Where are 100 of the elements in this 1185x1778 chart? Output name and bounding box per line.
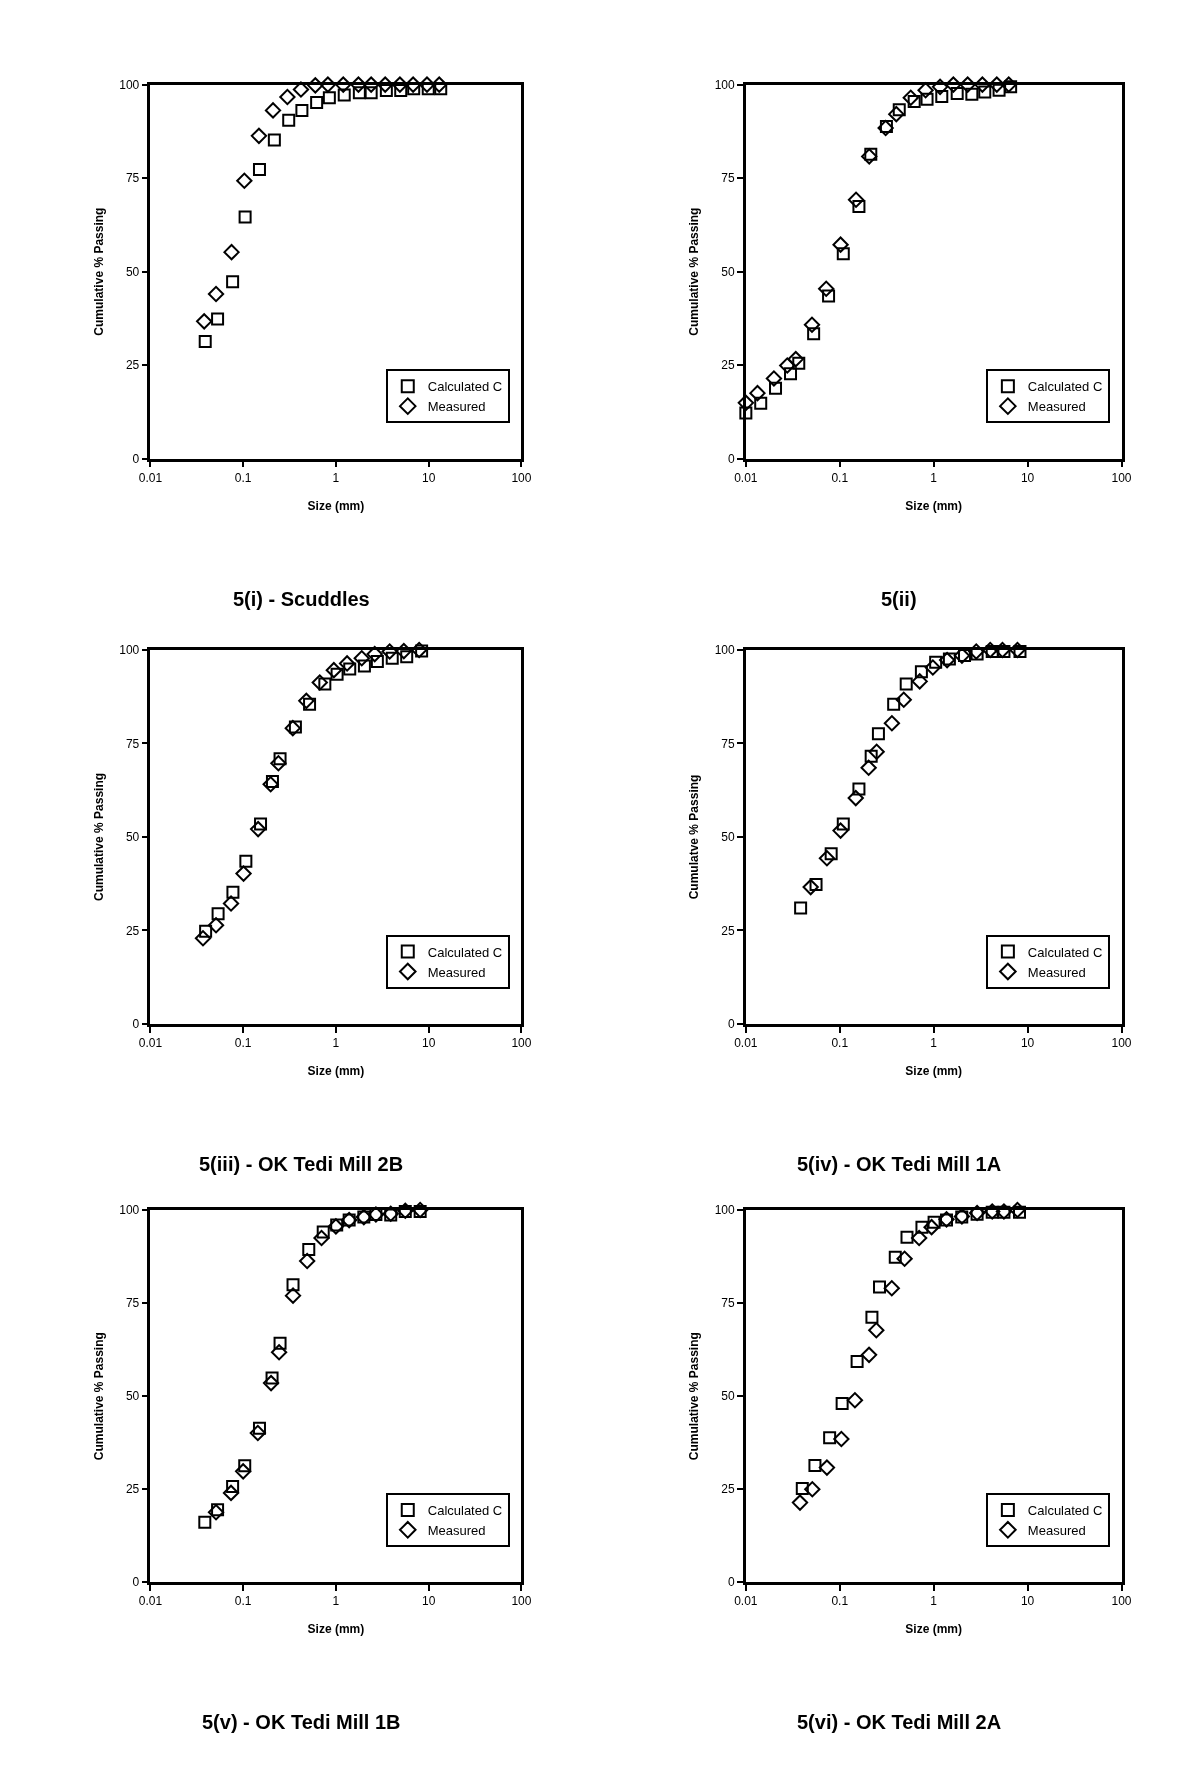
- x-tick-label: 0.1: [234, 470, 252, 485]
- point: [931, 78, 949, 96]
- x-tick-label: 1: [332, 1036, 340, 1051]
- y-tick-label: 0: [132, 1575, 140, 1590]
- y-tick-label: 25: [721, 358, 736, 373]
- point: [337, 88, 351, 102]
- x-tick-label: 100: [1111, 1594, 1132, 1609]
- x-tick-label: 1: [930, 1036, 938, 1051]
- point: [236, 172, 253, 189]
- legend-label: Measured: [427, 1522, 486, 1538]
- y-tick-label: 75: [721, 171, 736, 186]
- x-tick-label: 0.1: [234, 1594, 252, 1609]
- y-tick-label: 0: [132, 1017, 140, 1032]
- y-tick-label: 75: [721, 1296, 736, 1311]
- point: [223, 244, 240, 261]
- point: [1004, 80, 1018, 94]
- point: [282, 113, 296, 127]
- x-tick-label: 10: [1020, 1594, 1035, 1609]
- x-tick-label: 1: [930, 470, 938, 485]
- point: [226, 275, 240, 289]
- x-tick-label: 10: [421, 1036, 436, 1051]
- point: [791, 1494, 809, 1511]
- x-tick-label: 0.1: [831, 1036, 849, 1051]
- y-tick-label: 50: [125, 830, 140, 845]
- point: [377, 76, 394, 93]
- legend-label: Measured: [1027, 1522, 1086, 1538]
- point: [779, 357, 796, 374]
- y-tick-label: 100: [119, 77, 140, 92]
- point: [861, 148, 878, 165]
- x-tick-label: 1: [930, 1594, 938, 1609]
- point: [920, 92, 934, 106]
- x-tick-label: 10: [421, 470, 436, 485]
- legend-label: Measured: [427, 964, 486, 980]
- point: [873, 1280, 887, 1294]
- text: 5(iv) - OK Tedi Mill 1A: [797, 1153, 1002, 1175]
- y-tick-label: 75: [125, 1296, 140, 1311]
- point: [804, 1481, 821, 1498]
- x-tick-label: 0.1: [234, 1036, 252, 1051]
- y-axis-title: Cumulative % Passing: [91, 1332, 106, 1461]
- x-tick-label: 0.1: [831, 470, 849, 485]
- y-tick-label: 0: [728, 1575, 736, 1590]
- point: [292, 81, 310, 98]
- x-axis-title: Size (mm): [307, 1064, 365, 1078]
- y-tick-label: 25: [125, 1482, 140, 1497]
- legend-label: Calculated C: [427, 1502, 503, 1518]
- point: [765, 370, 783, 387]
- y-tick-label: 50: [721, 1389, 736, 1404]
- point: [211, 312, 225, 326]
- y-tick-label: 100: [119, 1203, 140, 1218]
- x-tick-label: 100: [1111, 1036, 1132, 1051]
- legend-label: Calculated C: [1027, 944, 1103, 960]
- point: [739, 406, 753, 420]
- point: [1012, 1205, 1026, 1219]
- y-axis-title: Cumulative % Passing: [686, 207, 701, 336]
- x-axis-title: Size (mm): [307, 1622, 365, 1637]
- x-tick-label: 0.01: [734, 1594, 758, 1609]
- point: [833, 1430, 850, 1448]
- point: [888, 1250, 902, 1264]
- y-axis-title: Cumulatve % Passing: [686, 774, 701, 900]
- point: [945, 76, 962, 93]
- y-tick-label: 25: [721, 1482, 736, 1497]
- point: [879, 120, 893, 133]
- point: [917, 82, 934, 99]
- point: [207, 285, 225, 303]
- point: [860, 1346, 878, 1363]
- point: [1000, 76, 1017, 93]
- point: [250, 127, 268, 144]
- point: [818, 1459, 836, 1476]
- point: [264, 102, 282, 119]
- y-tick-label: 25: [125, 923, 140, 938]
- y-tick-label: 100: [119, 643, 140, 658]
- point: [322, 91, 336, 105]
- x-tick-label: 10: [421, 1594, 436, 1609]
- legend-label: Measured: [427, 399, 486, 415]
- point: [394, 84, 408, 98]
- x-tick-label: 100: [1111, 470, 1132, 485]
- point: [307, 77, 324, 94]
- point: [808, 1458, 822, 1472]
- point: [279, 88, 296, 106]
- point: [335, 76, 352, 93]
- x-tick-label: 0.01: [734, 470, 758, 485]
- x-tick-label: 100: [511, 1036, 532, 1051]
- point: [846, 1392, 864, 1409]
- y-tick-label: 25: [125, 358, 140, 373]
- x-tick-label: 0.01: [138, 470, 163, 485]
- x-tick-label: 100: [511, 1594, 532, 1609]
- y-axis-title: Cumulative % Passing: [91, 772, 106, 901]
- x-tick-label: 0.01: [138, 1594, 163, 1609]
- legend-label: Calculated C: [1027, 1502, 1103, 1518]
- point: [835, 1397, 849, 1411]
- y-tick-label: 100: [714, 1203, 736, 1218]
- point: [915, 1220, 929, 1234]
- y-tick-label: 50: [125, 264, 140, 279]
- point: [935, 90, 949, 104]
- x-tick-label: 10: [1020, 470, 1035, 485]
- point: [988, 76, 1005, 93]
- point: [847, 191, 865, 208]
- x-tick-label: 100: [511, 470, 532, 485]
- point: [795, 1481, 809, 1495]
- point: [319, 76, 337, 93]
